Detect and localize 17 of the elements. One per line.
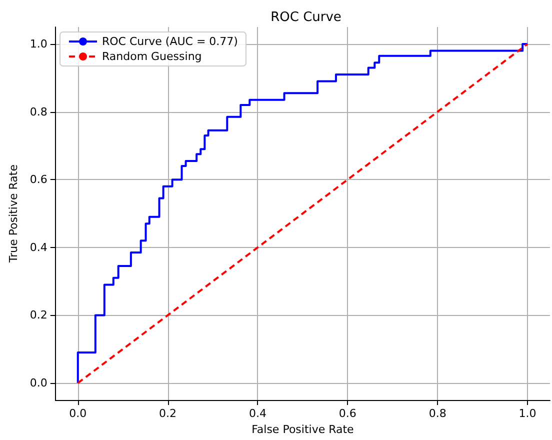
y-tick-label: 0.4: [30, 240, 48, 254]
y-axis-title: True Positive Rate: [7, 164, 20, 264]
chart-title: ROC Curve: [270, 10, 342, 25]
legend-label: Random Guessing: [102, 50, 202, 63]
y-tick-label: 0.6: [30, 173, 48, 186]
x-tick-label: 0.8: [428, 407, 446, 420]
legend-label: ROC Curve (AUC = 0.77): [102, 35, 238, 48]
y-tick-label: 0.2: [30, 308, 48, 322]
x-tick-label: 0.2: [159, 407, 177, 420]
y-tick-label: 0.0: [30, 376, 48, 390]
y-tick-label: 0.8: [30, 105, 48, 118]
x-tick-label: 0.0: [69, 407, 87, 420]
y-tick-label: 1.0: [30, 37, 48, 50]
x-axis-title: False Positive Rate: [252, 422, 354, 436]
x-tick-label: 0.4: [248, 407, 266, 420]
x-tick-label: 0.6: [338, 407, 356, 420]
x-tick-label: 1.0: [518, 407, 536, 420]
